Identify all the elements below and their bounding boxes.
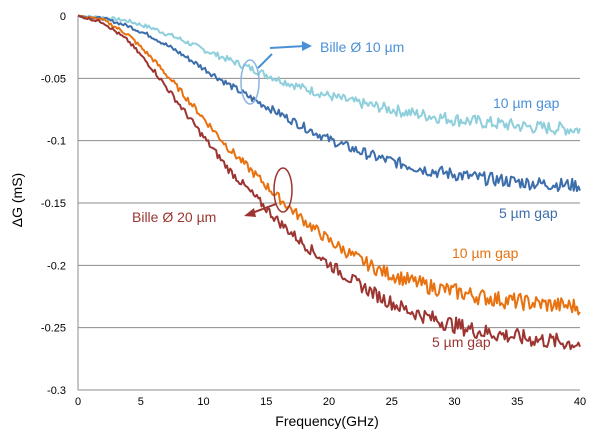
y-tick-label: -0.3 — [47, 385, 66, 397]
tick-labels: 0 5 10 15 20 25 30 35 40 0 -0.05 -0.1 -0.15 -0.2 -0.25… — [41, 11, 586, 408]
y-tick-label: -0.15 — [41, 198, 66, 210]
y-tick-label: -0.25 — [41, 323, 66, 335]
bille-20-ellipse — [273, 167, 293, 213]
y-tick-label: -0.05 — [41, 73, 66, 85]
series-lines — [77, 14, 581, 351]
axes — [77, 16, 580, 391]
x-axis-title: Frequency(GHz) — [275, 413, 378, 429]
annotation-markers — [240, 41, 312, 217]
x-tick-label: 5 — [138, 396, 144, 408]
bille-10-ellipse — [240, 59, 260, 105]
x-tick-label: 40 — [574, 396, 586, 408]
annotation-bille-10: Bille Ø 10 µm — [320, 39, 404, 55]
series-line — [77, 14, 581, 193]
bille-10-arrow-stem — [257, 53, 273, 69]
x-tick-label: 25 — [386, 396, 398, 408]
y-tick-label: 0 — [60, 11, 66, 23]
x-tick-label: 15 — [260, 396, 272, 408]
x-tick-label: 0 — [75, 396, 81, 408]
series-line — [78, 14, 581, 136]
x-tick-label: 30 — [448, 396, 460, 408]
x-tick-label: 10 — [197, 396, 209, 408]
bille-10-arrowhead — [302, 41, 312, 51]
annotation-5um-gap-blue: 5 µm gap — [499, 205, 558, 221]
bille-20-arrow-line — [251, 203, 277, 214]
x-tick-label: 35 — [511, 396, 523, 408]
bille-10-arrow-line — [269, 45, 306, 49]
bille-20-arrowhead — [244, 208, 256, 217]
y-tick-label: -0.2 — [47, 260, 66, 272]
series-line — [77, 14, 581, 316]
annotation-5um-gap-red: 5 µm gap — [432, 334, 491, 350]
y-tick-label: -0.1 — [47, 136, 66, 148]
annotation-bille-20: Bille Ø 20 µm — [132, 209, 216, 225]
annotation-10um-gap-orange: 10 µm gap — [452, 245, 519, 261]
annotation-10um-gap-blue: 10 µm gap — [493, 95, 560, 111]
x-tick-label: 20 — [323, 396, 335, 408]
y-axis-title: ΔG (mS) — [9, 173, 25, 227]
series-line — [77, 14, 581, 351]
